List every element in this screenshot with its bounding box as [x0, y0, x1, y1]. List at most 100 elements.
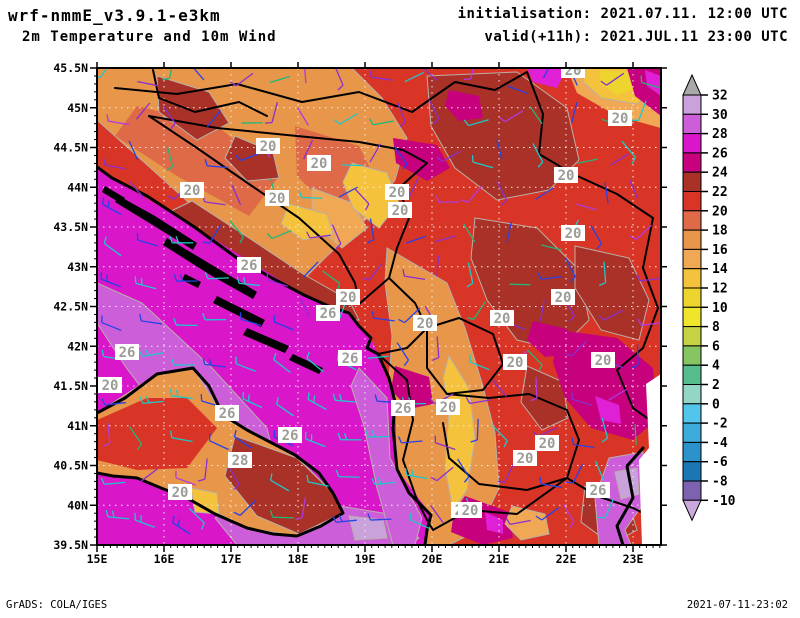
wind-barb	[566, 463, 584, 484]
model-title: wrf-nmmE_v3.9.1-e3km	[8, 6, 221, 25]
contour-label: 20	[458, 502, 482, 519]
colorbar-arrow-top	[682, 73, 702, 96]
colorbar-segment	[682, 461, 702, 482]
contour-label: 20	[503, 354, 527, 371]
temperature-fill-region	[527, 68, 567, 88]
x-axis-tick-label: 15E	[87, 552, 108, 566]
wind-barb	[590, 225, 602, 250]
wind-barb	[101, 398, 126, 406]
island	[213, 296, 265, 327]
svg-text:20: 20	[558, 168, 575, 184]
wind-barb	[598, 498, 615, 519]
wind-barb	[341, 164, 363, 167]
wind-barb	[229, 220, 244, 244]
wind-barb	[469, 354, 490, 371]
colorbar-tick-label: 24	[712, 166, 728, 181]
wind-barb	[208, 433, 229, 451]
wind-barb	[269, 75, 291, 84]
wind-barb	[296, 107, 310, 126]
wind-barb	[202, 224, 221, 244]
wind-barb	[134, 276, 157, 290]
temperature-fill-region	[190, 487, 220, 515]
wind-barb	[409, 512, 430, 530]
svg-text:20: 20	[269, 191, 286, 207]
plot-subtitle: 2m Temperature and 10m Wind	[22, 29, 277, 45]
y-axis-tick-label: 41N	[67, 419, 88, 433]
svg-text:28: 28	[232, 453, 249, 469]
svg-text:20: 20	[102, 378, 119, 394]
domain-edge-mask	[639, 374, 661, 545]
wind-barb	[496, 138, 503, 160]
wind-barb	[529, 106, 543, 125]
colorbar-segment	[682, 268, 702, 289]
wind-barb	[169, 430, 193, 443]
wind-barb	[492, 379, 507, 397]
wind-barb	[598, 261, 607, 287]
colorbar-segment	[682, 306, 702, 328]
country-border	[148, 115, 360, 305]
wind-barb	[334, 68, 344, 91]
wind-barb	[621, 140, 637, 164]
wind-barb	[367, 355, 389, 359]
wind-barb	[436, 255, 440, 277]
wind-barb	[101, 315, 122, 332]
initialisation-time: initialisation: 2021.07.11. 12:00 UTC	[457, 6, 788, 22]
wind-barb	[204, 158, 229, 169]
wind-barb	[138, 348, 164, 357]
svg-text:20: 20	[389, 185, 406, 201]
valid-time: valid(+11h): 2021.JUL.11 23:00 UTC	[484, 29, 788, 45]
wind-barb	[634, 424, 637, 446]
colorbar-segment	[682, 441, 702, 463]
wind-barb	[367, 513, 392, 521]
coastline	[615, 446, 645, 545]
wind-barb	[402, 269, 426, 281]
wind-barb	[636, 274, 661, 282]
country-border	[148, 115, 428, 164]
y-axis-tick-label: 39.5N	[53, 538, 88, 552]
wind-barb	[610, 153, 629, 166]
contour-label: 26	[278, 427, 302, 444]
wind-barb	[305, 431, 326, 448]
contour-label: 20	[490, 310, 514, 327]
contour-label: 26	[115, 344, 139, 361]
wind-barb	[535, 507, 560, 521]
wind-barb	[601, 417, 609, 443]
wind-barb	[562, 503, 575, 529]
colorbar-segment	[682, 113, 702, 135]
wind-barb	[530, 377, 538, 402]
wind-barb	[202, 313, 227, 321]
colorbar-segment	[682, 422, 702, 443]
wind-barb	[598, 309, 623, 321]
wind-barb	[470, 418, 479, 443]
wind-barb	[337, 432, 362, 441]
wind-barb	[266, 272, 288, 287]
coastline	[97, 165, 433, 545]
colorbar-tick-label: 14	[712, 262, 728, 277]
wind-barb	[463, 119, 489, 127]
wind-barb	[302, 139, 314, 160]
wind-barb	[300, 298, 311, 318]
contour-label: 20	[265, 190, 289, 207]
contour-label: 20	[561, 225, 585, 242]
wind-barb	[228, 465, 240, 490]
colorbar-arrow-bottom	[682, 499, 702, 522]
svg-text:20: 20	[595, 353, 612, 369]
x-axis-tick-label: 23E	[623, 552, 644, 566]
temperature-fill-region	[97, 398, 217, 470]
svg-text:20: 20	[172, 485, 189, 501]
y-axis-tick-label: 41.5N	[53, 379, 88, 393]
wind-barb	[435, 235, 456, 243]
wind-barb	[188, 507, 205, 530]
x-axis-tick-label: 17E	[221, 552, 242, 566]
colorbar-tick-label: -10	[712, 494, 736, 509]
wind-barb	[100, 272, 121, 288]
y-axis-tick-label: 45N	[67, 101, 88, 115]
wind-barb	[97, 68, 108, 79]
colorbar-segment	[682, 287, 702, 308]
contour-label: 26	[316, 305, 340, 322]
wind-barb	[129, 180, 144, 198]
wind-barb	[631, 344, 639, 369]
y-axis-tick-label: 42.5N	[53, 300, 88, 314]
contour-label: 20	[551, 289, 575, 306]
